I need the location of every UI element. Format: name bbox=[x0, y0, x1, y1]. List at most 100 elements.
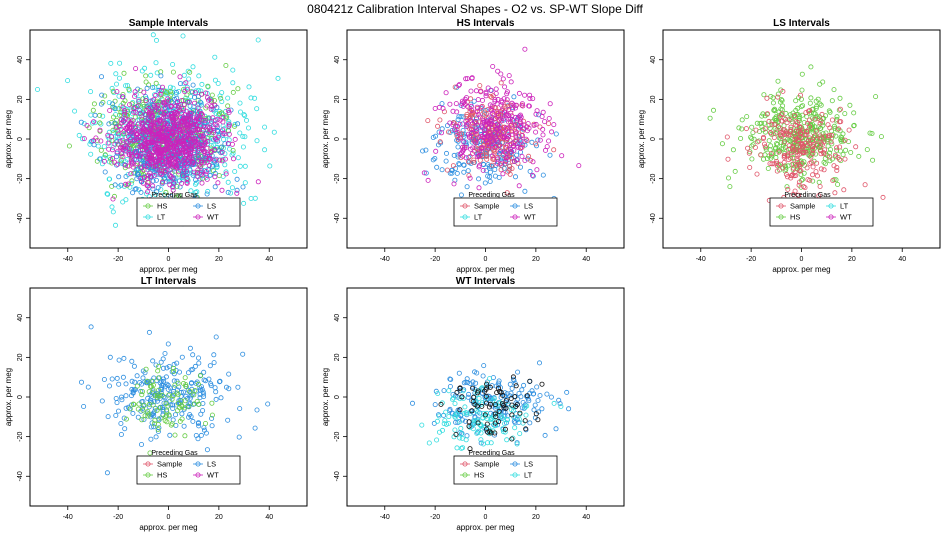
data-point bbox=[409, 400, 415, 406]
data-point bbox=[162, 109, 168, 115]
data-point bbox=[486, 145, 492, 151]
y-axis-label: approx. per meg bbox=[321, 368, 330, 426]
data-point bbox=[492, 104, 498, 110]
data-point bbox=[166, 125, 172, 131]
data-point bbox=[130, 190, 136, 196]
data-point bbox=[135, 131, 141, 137]
data-point bbox=[131, 387, 137, 393]
data-point bbox=[179, 180, 185, 186]
data-point bbox=[116, 381, 122, 387]
data-point bbox=[145, 395, 151, 401]
data-point bbox=[205, 83, 211, 89]
data-point bbox=[782, 153, 788, 159]
data-point bbox=[240, 184, 246, 190]
data-point bbox=[781, 159, 787, 165]
data-point bbox=[183, 80, 189, 86]
data-point bbox=[543, 147, 549, 153]
data-point bbox=[521, 382, 527, 388]
data-point bbox=[139, 122, 145, 128]
data-point bbox=[771, 121, 777, 127]
data-point bbox=[764, 111, 770, 117]
data-point bbox=[209, 423, 215, 429]
data-point bbox=[215, 180, 221, 186]
data-point bbox=[463, 139, 469, 145]
data-point bbox=[226, 131, 232, 137]
data-point bbox=[180, 173, 186, 179]
data-point bbox=[130, 390, 136, 396]
data-point bbox=[818, 135, 824, 141]
data-point bbox=[121, 131, 127, 137]
data-point bbox=[186, 76, 192, 82]
data-point bbox=[160, 138, 166, 144]
data-point bbox=[438, 401, 444, 407]
data-point bbox=[123, 393, 129, 399]
data-point bbox=[210, 115, 216, 121]
data-point bbox=[519, 153, 525, 159]
data-point bbox=[464, 380, 470, 386]
data-point bbox=[439, 167, 445, 173]
data-point bbox=[120, 137, 126, 143]
series-sample bbox=[724, 88, 886, 220]
data-point bbox=[220, 130, 226, 136]
data-point bbox=[762, 144, 768, 150]
data-point bbox=[464, 184, 470, 190]
data-point bbox=[116, 174, 122, 180]
data-point bbox=[503, 112, 509, 118]
data-point bbox=[727, 184, 733, 190]
data-point bbox=[275, 75, 281, 81]
data-point bbox=[123, 416, 129, 422]
data-point bbox=[457, 435, 463, 441]
data-point bbox=[817, 183, 823, 189]
data-point bbox=[502, 421, 508, 427]
data-point bbox=[163, 412, 169, 418]
x-axis-label: approx. per meg bbox=[772, 265, 830, 274]
legend-entry-label: LT bbox=[840, 202, 849, 211]
data-point bbox=[132, 379, 138, 385]
data-point bbox=[467, 126, 473, 132]
data-point bbox=[473, 129, 479, 135]
data-point bbox=[214, 127, 220, 133]
data-point bbox=[487, 93, 493, 99]
data-point bbox=[810, 178, 816, 184]
x-tick-label: 40 bbox=[582, 514, 590, 521]
data-point bbox=[246, 84, 252, 90]
data-point bbox=[474, 128, 480, 134]
data-point bbox=[534, 108, 540, 114]
data-point bbox=[476, 162, 482, 168]
data-point bbox=[156, 163, 162, 169]
data-point bbox=[768, 151, 774, 157]
data-point bbox=[230, 147, 236, 153]
data-point bbox=[265, 401, 271, 407]
data-point bbox=[533, 141, 539, 147]
y-tick-label: -20 bbox=[17, 173, 24, 183]
data-point bbox=[576, 163, 582, 169]
data-point bbox=[835, 127, 841, 133]
y-tick-label: 0 bbox=[334, 137, 341, 141]
data-point bbox=[79, 379, 85, 385]
data-point bbox=[152, 104, 158, 110]
data-point bbox=[88, 151, 94, 157]
data-point bbox=[157, 91, 163, 97]
data-point bbox=[149, 137, 155, 143]
data-point bbox=[182, 433, 188, 439]
data-point bbox=[201, 425, 207, 431]
data-point bbox=[856, 153, 862, 159]
data-point bbox=[131, 363, 137, 369]
data-point bbox=[154, 393, 160, 399]
data-point bbox=[467, 175, 473, 181]
data-point bbox=[800, 103, 806, 109]
data-point bbox=[117, 60, 123, 66]
data-point bbox=[173, 162, 179, 168]
data-point bbox=[191, 100, 197, 106]
data-point bbox=[235, 384, 241, 390]
data-point bbox=[540, 109, 546, 115]
data-point bbox=[493, 136, 499, 142]
data-point bbox=[152, 163, 158, 169]
data-point bbox=[500, 171, 506, 177]
data-point bbox=[165, 147, 171, 153]
data-point bbox=[157, 117, 163, 123]
data-point bbox=[213, 111, 219, 117]
y-axis-label: approx. per meg bbox=[4, 110, 13, 168]
data-point bbox=[153, 362, 159, 368]
data-point bbox=[548, 394, 554, 400]
